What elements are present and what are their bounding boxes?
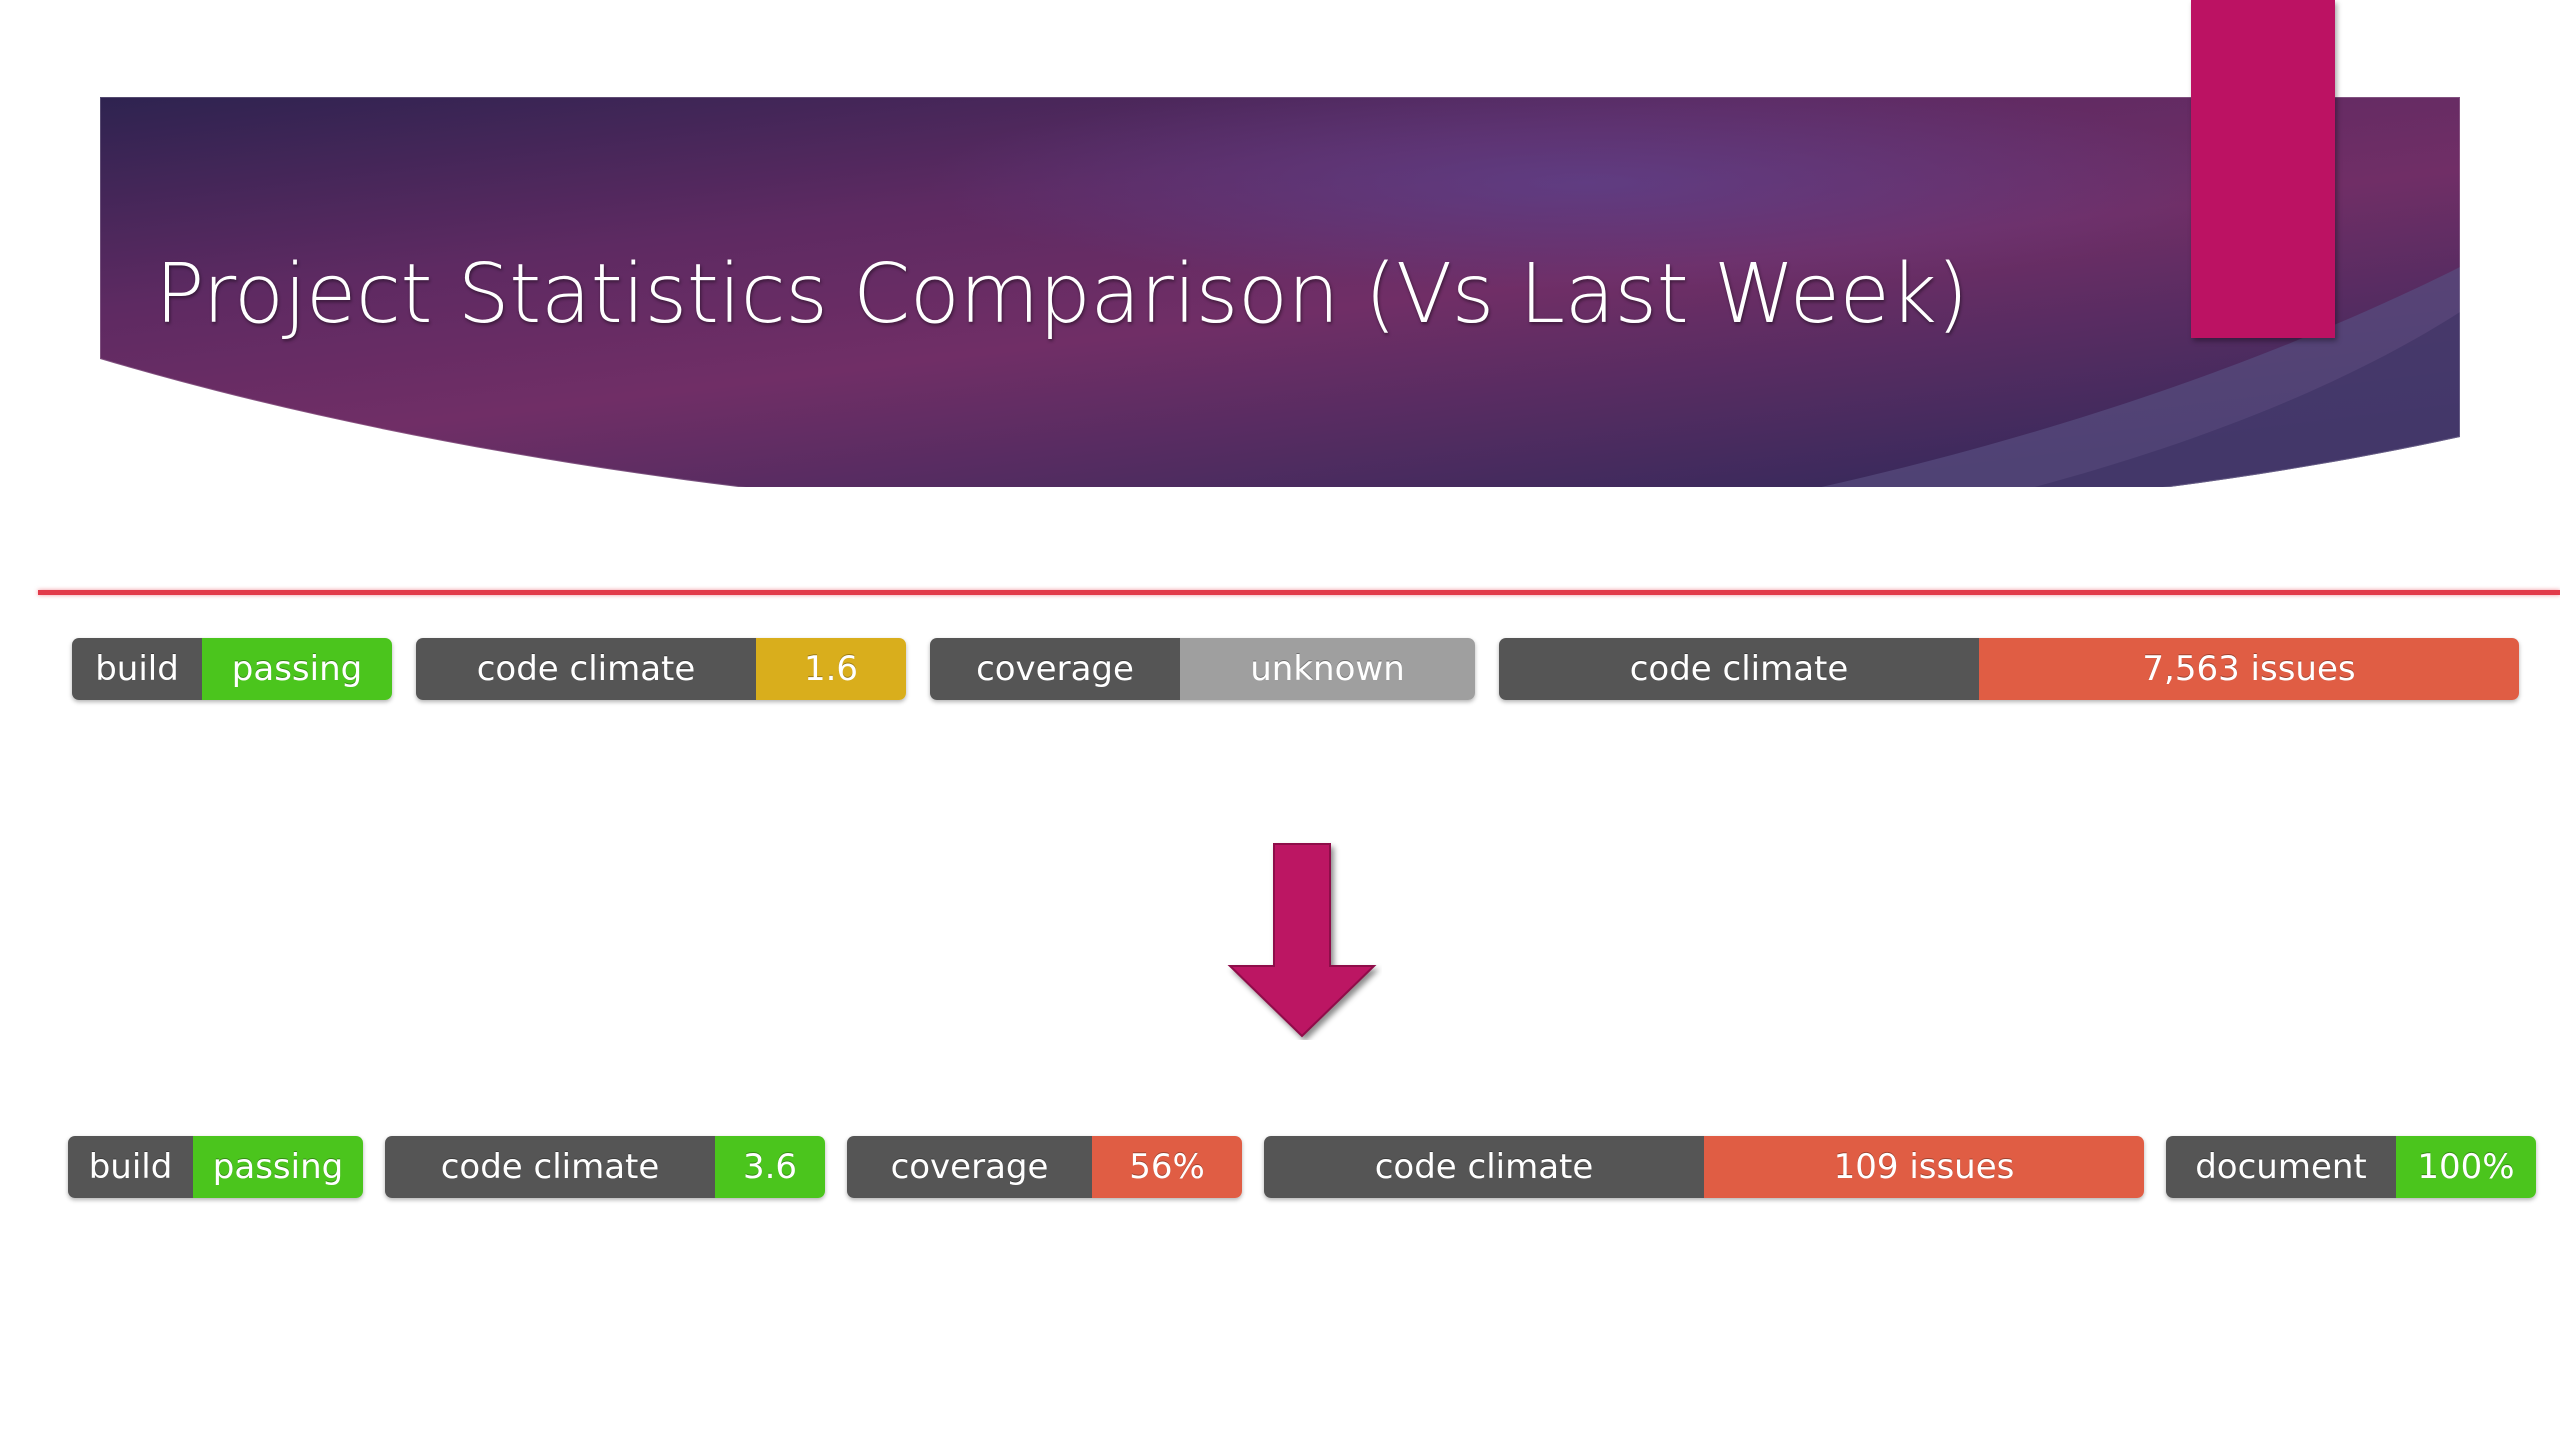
badge-value: 56% [1092,1136,1242,1198]
badge-label: code climate [1499,638,1979,700]
badge-row-after: build passing code climate 3.6 coverage 56% co… [68,1136,2536,1208]
badge-label: coverage [930,638,1180,700]
code-climate-issues-badge[interactable]: code climate 7,563 issues [1499,638,2519,700]
badge-value: passing [202,638,392,700]
code-climate-gpa-badge[interactable]: code climate 1.6 [416,638,906,700]
badge-value: 1.6 [756,638,906,700]
document-coverage-badge[interactable]: document 100% [2166,1136,2536,1198]
badge-label: build [68,1136,193,1198]
code-climate-gpa-badge[interactable]: code climate 3.6 [385,1136,825,1198]
banner-shape [100,97,2460,487]
coverage-unknown-badge[interactable]: coverage unknown [930,638,1475,700]
build-passing-badge[interactable]: build passing [68,1136,363,1198]
badge-row-before: build passing code climate 1.6 coverage unkno… [72,638,2519,710]
badge-value: 109 issues [1704,1136,2144,1198]
divider-line [38,590,2560,595]
build-passing-badge[interactable]: build passing [72,638,392,700]
badge-value: passing [193,1136,363,1198]
badge-value: unknown [1180,638,1475,700]
page-title: Project Statistics Comparison (Vs Last W… [155,247,1968,342]
down-arrow-icon [1227,843,1377,1038]
badge-label: code climate [416,638,756,700]
badge-label: code climate [1264,1136,1704,1198]
title-banner: Project Statistics Comparison (Vs Last W… [100,0,2460,487]
badge-label: code climate [385,1136,715,1198]
banner-accent-bar [2191,0,2335,338]
code-climate-issues-badge[interactable]: code climate 109 issues [1264,1136,2144,1198]
coverage-percent-badge[interactable]: coverage 56% [847,1136,1242,1198]
badge-value: 3.6 [715,1136,825,1198]
badge-label: coverage [847,1136,1092,1198]
badge-value: 100% [2396,1136,2536,1198]
badge-value: 7,563 issues [1979,638,2519,700]
badge-label: document [2166,1136,2396,1198]
badge-label: build [72,638,202,700]
